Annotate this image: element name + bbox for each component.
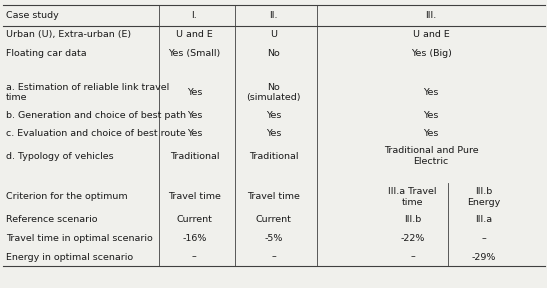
- Text: Travel time in optimal scenario: Travel time in optimal scenario: [6, 234, 153, 243]
- Text: II.: II.: [269, 11, 278, 20]
- Text: –: –: [192, 253, 197, 262]
- Text: Energy in optimal scenario: Energy in optimal scenario: [6, 253, 133, 262]
- Text: No: No: [267, 49, 280, 58]
- Text: a. Estimation of reliable link travel
time: a. Estimation of reliable link travel ti…: [6, 83, 170, 102]
- Text: Urban (U), Extra-urban (E): Urban (U), Extra-urban (E): [6, 31, 131, 39]
- Text: –: –: [410, 253, 415, 262]
- Text: III.b: III.b: [404, 215, 421, 224]
- Text: Floating car data: Floating car data: [6, 49, 87, 58]
- Text: d. Typology of vehicles: d. Typology of vehicles: [6, 151, 114, 160]
- Text: III.b
Energy: III.b Energy: [467, 187, 500, 206]
- Text: –: –: [481, 234, 486, 243]
- Text: Travel time: Travel time: [247, 192, 300, 201]
- Text: U: U: [270, 31, 277, 39]
- Text: -16%: -16%: [182, 234, 207, 243]
- Text: Current: Current: [177, 215, 212, 224]
- Text: Traditional: Traditional: [249, 151, 298, 160]
- Text: III.a Travel
time: III.a Travel time: [388, 187, 437, 206]
- Text: Yes: Yes: [266, 129, 281, 138]
- Text: III.: III.: [426, 11, 437, 20]
- Text: Yes: Yes: [423, 129, 439, 138]
- Text: Traditional and Pure
Electric: Traditional and Pure Electric: [384, 146, 479, 166]
- Text: Yes: Yes: [187, 88, 202, 97]
- Text: Yes: Yes: [423, 88, 439, 97]
- Text: Yes: Yes: [423, 111, 439, 120]
- Text: U and E: U and E: [176, 31, 213, 39]
- Text: Current: Current: [255, 215, 292, 224]
- Text: Traditional: Traditional: [170, 151, 219, 160]
- Text: b. Generation and choice of best path: b. Generation and choice of best path: [6, 111, 186, 120]
- Text: Yes: Yes: [266, 111, 281, 120]
- Text: U and E: U and E: [413, 31, 450, 39]
- Text: Case study: Case study: [6, 11, 59, 20]
- Text: Yes: Yes: [187, 129, 202, 138]
- Text: Yes (Big): Yes (Big): [411, 49, 452, 58]
- Text: Yes (Small): Yes (Small): [168, 49, 220, 58]
- Text: No
(simulated): No (simulated): [246, 83, 301, 102]
- Text: I.: I.: [191, 11, 197, 20]
- Text: Yes: Yes: [187, 111, 202, 120]
- Text: -5%: -5%: [264, 234, 283, 243]
- Text: c. Evaluation and choice of best route: c. Evaluation and choice of best route: [6, 129, 186, 138]
- Text: –: –: [271, 253, 276, 262]
- Text: III.a: III.a: [475, 215, 492, 224]
- Text: Reference scenario: Reference scenario: [6, 215, 98, 224]
- Text: Travel time: Travel time: [168, 192, 221, 201]
- Text: -29%: -29%: [472, 253, 496, 262]
- Text: -22%: -22%: [400, 234, 425, 243]
- Text: Criterion for the optimum: Criterion for the optimum: [6, 192, 128, 201]
